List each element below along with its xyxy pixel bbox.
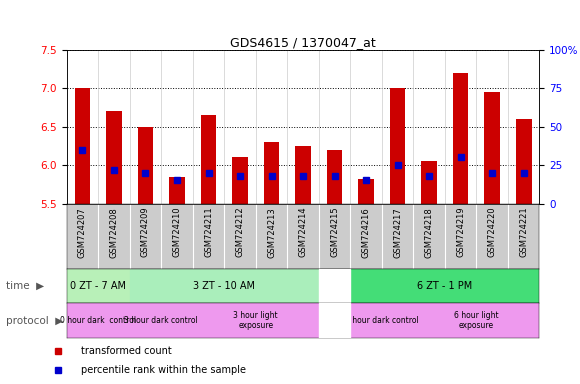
Text: time  ▶: time ▶ (6, 281, 44, 291)
Text: GSM724207: GSM724207 (78, 207, 87, 258)
Text: 6 hour dark control: 6 hour dark control (345, 316, 419, 325)
Text: GSM724217: GSM724217 (393, 207, 402, 258)
Text: transformed count: transformed count (81, 346, 172, 356)
Bar (390, 88, 405, 204)
Bar (130, 303, 193, 338)
Text: 3 ZT - 10 AM: 3 ZT - 10 AM (193, 281, 255, 291)
Text: GSM724214: GSM724214 (299, 207, 307, 257)
Text: 6 hour light
exposure: 6 hour light exposure (454, 311, 499, 330)
Text: GSM724220: GSM724220 (488, 207, 496, 257)
Text: GSM724219: GSM724219 (456, 207, 465, 257)
Bar (516, 119, 531, 204)
Text: GSM724221: GSM724221 (519, 207, 528, 257)
Bar (130, 269, 319, 303)
Text: 0 hour dark  control: 0 hour dark control (60, 316, 136, 325)
Text: GSM724209: GSM724209 (141, 207, 150, 257)
Bar (232, 157, 248, 204)
Text: GSM724213: GSM724213 (267, 207, 276, 258)
Bar (484, 92, 500, 204)
Text: 0 ZT - 7 AM: 0 ZT - 7 AM (70, 281, 126, 291)
Text: GSM724210: GSM724210 (172, 207, 182, 257)
Bar (421, 161, 437, 204)
Bar (319, 303, 350, 338)
Bar (67, 303, 130, 338)
Bar (414, 303, 539, 338)
Title: GDS4615 / 1370047_at: GDS4615 / 1370047_at (230, 36, 376, 49)
Text: 3 hour dark control: 3 hour dark control (124, 316, 198, 325)
Bar (319, 269, 350, 303)
Text: 6 ZT - 1 PM: 6 ZT - 1 PM (417, 281, 473, 291)
Bar (67, 269, 130, 303)
Text: protocol  ▶: protocol ▶ (6, 316, 63, 326)
Bar (106, 111, 122, 204)
Bar (295, 146, 311, 204)
Bar (350, 303, 414, 338)
Bar (327, 150, 342, 204)
Text: GSM724216: GSM724216 (361, 207, 371, 258)
Bar (358, 179, 374, 204)
Bar (201, 115, 216, 204)
Text: 3 hour light
exposure: 3 hour light exposure (234, 311, 278, 330)
Bar (453, 73, 469, 204)
Text: GSM724208: GSM724208 (110, 207, 118, 258)
Bar (169, 177, 185, 204)
Text: GSM724211: GSM724211 (204, 207, 213, 257)
Text: percentile rank within the sample: percentile rank within the sample (81, 365, 246, 375)
Text: GSM724212: GSM724212 (235, 207, 245, 257)
Bar (193, 303, 319, 338)
Bar (350, 269, 539, 303)
Text: GSM724218: GSM724218 (425, 207, 434, 258)
Bar (75, 88, 90, 204)
Text: GSM724215: GSM724215 (330, 207, 339, 257)
Bar (264, 142, 280, 204)
Bar (137, 127, 153, 204)
